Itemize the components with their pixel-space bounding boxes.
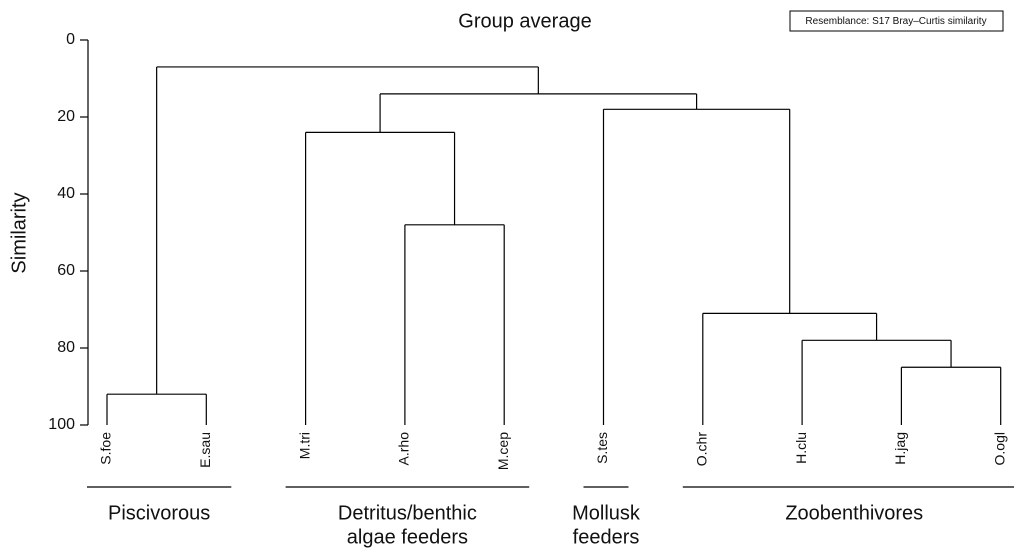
leaf-label: O.chr — [694, 432, 710, 467]
group-label: Mollusk — [572, 502, 641, 524]
leaf-label: H.jag — [892, 432, 908, 465]
y-tick-label: 80 — [57, 339, 75, 356]
leaf-label: O.ogl — [991, 432, 1007, 465]
y-tick-label: 100 — [48, 416, 75, 433]
leaf-label: S.tes — [594, 432, 610, 464]
group-label: Detritus/benthic — [338, 502, 477, 524]
leaf-label: M.cep — [495, 432, 511, 470]
leaf-label: A.rho — [396, 432, 412, 466]
y-tick-label: 0 — [66, 31, 75, 48]
y-tick-label: 60 — [57, 262, 75, 279]
y-axis-label: Similarity — [8, 192, 30, 273]
group-label: Piscivorous — [108, 502, 210, 524]
leaf-label: H.clu — [793, 432, 809, 464]
leaf-label: S.foe — [98, 432, 114, 465]
note: Resemblance: S17 Bray–Curtis similarity — [805, 16, 986, 27]
group-label: feeders — [573, 526, 640, 548]
y-tick-label: 40 — [57, 185, 75, 202]
chart-title: Group average — [458, 10, 591, 32]
note-box — [789, 10, 1004, 32]
y-tick-label: 20 — [57, 108, 75, 125]
leaf-label: M.tri — [296, 432, 312, 459]
group-label: algae feeders — [347, 526, 468, 548]
group-label: Zoobenthivores — [785, 502, 923, 524]
leaf-label: E.sau — [197, 432, 213, 468]
